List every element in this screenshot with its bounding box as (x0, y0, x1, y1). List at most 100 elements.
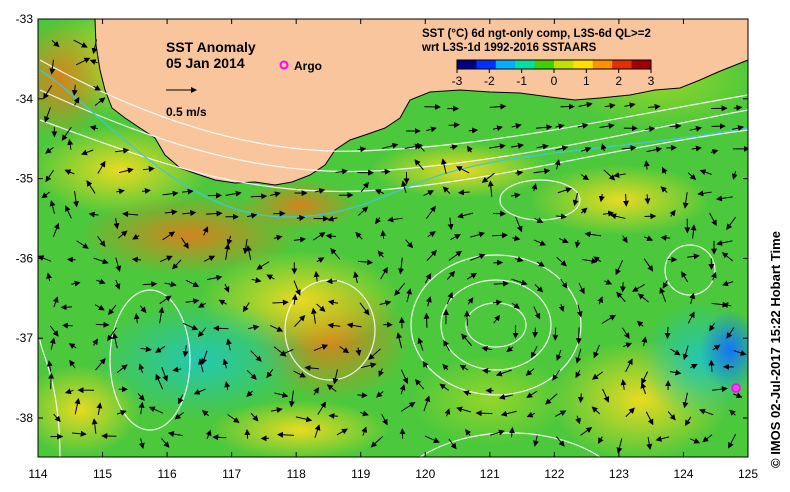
velocity-arrow (71, 280, 81, 287)
velocity-arrow (119, 167, 134, 174)
colorbar-tick-label: 1 (583, 74, 590, 88)
velocity-arrow (426, 126, 437, 133)
velocity-arrow (224, 243, 231, 260)
colorbar (456, 59, 652, 70)
velocity-arrow (116, 409, 127, 416)
velocity-arrow (155, 373, 164, 390)
velocity-arrow (86, 180, 96, 194)
velocity-arrow (643, 235, 654, 242)
velocity-arrow (182, 322, 199, 331)
velocity-arrow (533, 168, 551, 175)
velocity-arrow (559, 237, 569, 244)
velocity-arrow (272, 299, 289, 306)
velocity-arrow (500, 410, 517, 417)
velocity-arrow (598, 193, 605, 203)
velocity-arrow (293, 236, 306, 243)
velocity-arrow (659, 287, 667, 302)
velocity-arrow (336, 428, 348, 436)
velocity-arrow (591, 371, 603, 380)
velocity-arrow (88, 211, 99, 218)
velocity-arrow (556, 349, 562, 361)
velocity-arrow (137, 393, 145, 401)
velocity-arrow (218, 299, 227, 306)
velocity-arrow (180, 237, 189, 249)
velocity-arrow (555, 213, 567, 220)
velocity-arrow (91, 418, 98, 434)
velocity-arrow (182, 345, 189, 358)
velocity-arrow (164, 209, 178, 216)
velocity-arrow (423, 190, 434, 197)
velocity-arrow (398, 257, 404, 275)
velocity-arrow (722, 302, 732, 309)
velocity-arrow (357, 146, 367, 153)
x-tick-label: 120 (415, 467, 435, 481)
velocity-arrow (416, 142, 425, 152)
velocity-arrow (422, 360, 429, 369)
colorbar-tick-label: -1 (516, 74, 527, 88)
velocity-arrow (116, 188, 125, 195)
velocity-arrow (226, 338, 232, 351)
velocity-arrow (712, 344, 721, 351)
velocity-arrow (359, 410, 369, 417)
velocity-arrow (446, 291, 453, 305)
velocity-arrow (69, 359, 76, 369)
velocity-arrow (142, 281, 158, 288)
velocity-arrow (533, 435, 539, 447)
velocity-arrow (443, 339, 450, 352)
velocity-arrow (279, 348, 294, 356)
velocity-arrow (96, 402, 103, 416)
velocity-arrow (664, 327, 671, 340)
velocity-arrow (375, 217, 382, 225)
velocity-arrow (602, 210, 615, 217)
velocity-arrow (94, 97, 106, 106)
velocity-arrow (74, 397, 81, 415)
velocity-arrow (728, 433, 737, 449)
y-tick-label: -34 (16, 92, 34, 106)
velocity-arrow (574, 239, 581, 249)
velocity-arrow (213, 325, 229, 332)
velocity-arrow (670, 348, 681, 356)
velocity-arrow (515, 216, 523, 233)
product-line-1: SST (°C) 6d ngt-only comp, L3S-6d QL>=2 (422, 28, 651, 40)
velocity-arrow (161, 367, 168, 382)
velocity-arrow (202, 226, 209, 236)
velocity-arrow (647, 103, 661, 110)
velocity-arrow (726, 216, 736, 231)
velocity-arrow (316, 257, 325, 263)
velocity-arrow (97, 236, 106, 247)
velocity-arrow (274, 392, 289, 398)
velocity-arrow (536, 261, 545, 267)
velocity-arrow (405, 239, 414, 249)
velocity-arrow (426, 205, 436, 219)
velocity-arrow (424, 273, 432, 284)
velocity-arrow (357, 392, 368, 399)
velocity-arrow (558, 304, 565, 313)
velocity-arrow (576, 304, 583, 318)
velocity-arrow (400, 402, 416, 412)
argo-float-marker[interactable] (731, 383, 741, 393)
velocity-arrow (427, 231, 436, 238)
velocity-arrow (493, 280, 509, 287)
velocity-arrow (729, 409, 736, 416)
velocity-arrow (552, 369, 561, 381)
velocity-arrow (621, 327, 630, 340)
velocity-arrow (269, 191, 281, 198)
velocity-arrow (616, 438, 623, 454)
x-tick-label: 121 (480, 467, 500, 481)
velocity-arrow (689, 363, 698, 370)
velocity-arrow (712, 386, 728, 393)
map-title: SST Anomaly (166, 39, 256, 55)
velocity-arrow (489, 143, 506, 150)
velocity-arrow (247, 212, 258, 219)
velocity-arrow (660, 186, 668, 193)
velocity-arrow (699, 408, 714, 416)
velocity-arrow (662, 280, 669, 289)
velocity-arrow (491, 232, 508, 239)
velocity-arrow (448, 438, 457, 450)
map-date: 05 Jan 2014 (166, 55, 245, 71)
velocity-arrow (533, 306, 541, 320)
velocity-arrow (73, 190, 79, 208)
x-tick-label: 124 (673, 467, 693, 481)
velocity-arrow (172, 366, 182, 373)
